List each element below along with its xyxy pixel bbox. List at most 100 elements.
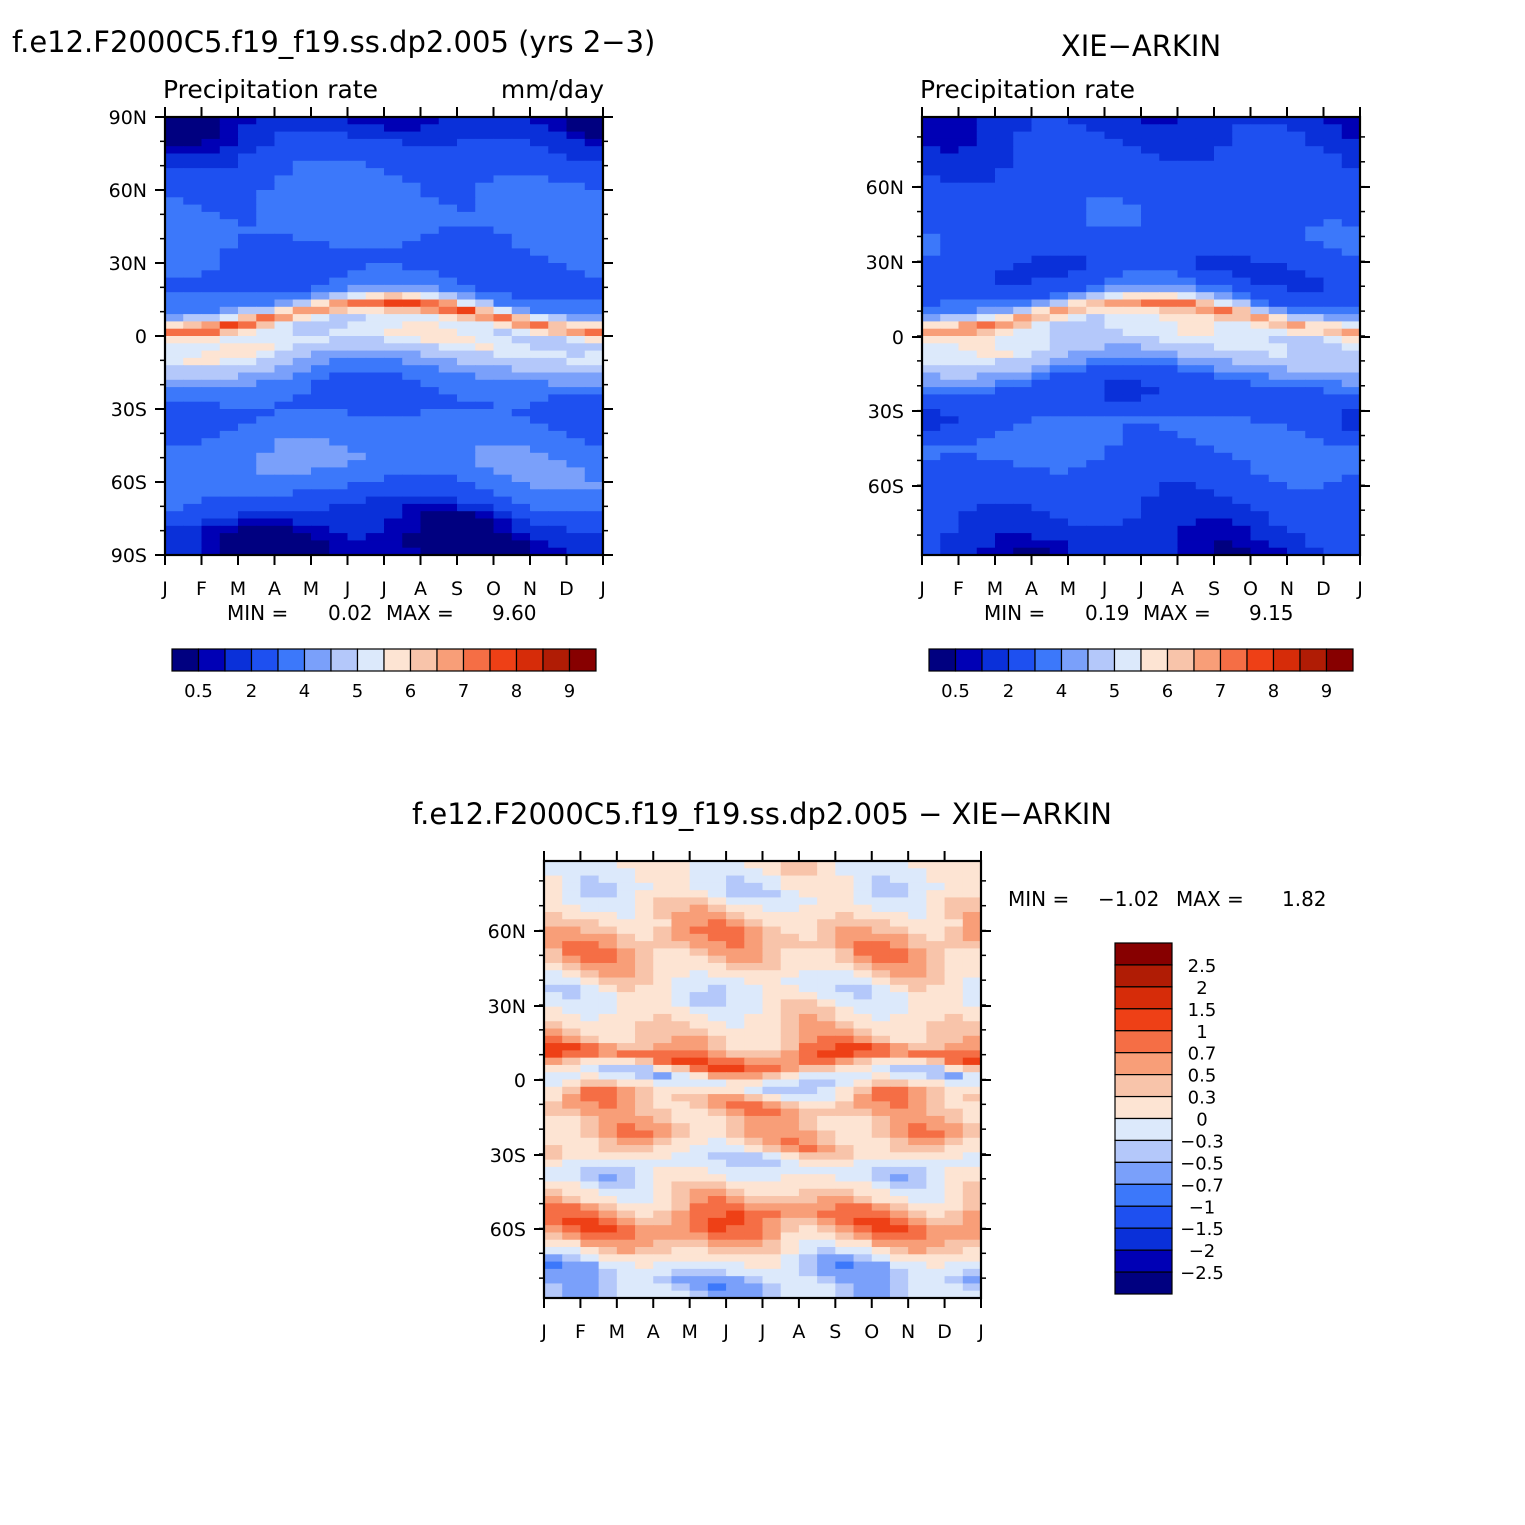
- field-cell: [292, 299, 312, 308]
- field-cell: [1195, 503, 1215, 512]
- field-cell: [402, 124, 422, 133]
- field-cell: [1305, 401, 1325, 410]
- field-cell: [871, 1145, 891, 1153]
- field-cell: [1086, 540, 1106, 549]
- field-cell: [653, 1145, 673, 1153]
- field-cell: [1341, 379, 1361, 388]
- field-cell: [908, 962, 927, 971]
- field-cell: [1122, 146, 1142, 155]
- field-cell: [1287, 197, 1306, 206]
- field-cell: [1177, 270, 1197, 279]
- field-cell: [922, 350, 941, 359]
- field-cell: [780, 1159, 800, 1168]
- field-cell: [1287, 343, 1306, 352]
- field-cell: [1068, 255, 1087, 264]
- field-cell: [384, 401, 403, 410]
- field-cell: [511, 321, 531, 330]
- field-cell: [365, 430, 385, 439]
- field-cell: [530, 394, 549, 403]
- field-cell: [219, 416, 239, 425]
- field-cell: [165, 540, 184, 549]
- field-cell: [219, 299, 239, 308]
- field-cell: [598, 1159, 618, 1168]
- field-cell: [1031, 248, 1051, 257]
- field-cell: [219, 263, 239, 271]
- field-cell: [201, 438, 221, 447]
- field-cell: [274, 336, 294, 344]
- field-cell: [544, 1152, 563, 1161]
- field-cell: [944, 1115, 964, 1124]
- field-cell: [1068, 241, 1087, 249]
- field-cell: [347, 452, 367, 461]
- field-cell: [798, 1254, 818, 1263]
- field-cell: [1104, 153, 1124, 162]
- field-cell: [835, 1050, 855, 1059]
- field-cell: [962, 882, 982, 891]
- colorbar-swatch: [1246, 648, 1275, 672]
- field-cell: [1232, 233, 1252, 242]
- field-cell: [384, 211, 403, 220]
- field-cell: [1159, 241, 1179, 249]
- field-cell: [1323, 365, 1343, 374]
- field-cell: [530, 489, 549, 498]
- field-cell: [653, 1101, 673, 1110]
- field-cell: [584, 175, 604, 184]
- field-cell: [1013, 160, 1033, 169]
- field-cell: [1086, 343, 1106, 352]
- field-cell: [183, 401, 203, 410]
- field-cell: [726, 897, 745, 906]
- field-cell: [183, 292, 203, 301]
- field-cell: [165, 284, 184, 293]
- field-cell: [940, 248, 960, 257]
- field-cell: [580, 1247, 600, 1255]
- field-cell: [566, 314, 586, 322]
- field-cell: [726, 1159, 745, 1168]
- field-cell: [1049, 387, 1069, 395]
- field-cell: [584, 387, 604, 395]
- field-cell: [707, 1123, 727, 1132]
- field-cell: [1141, 430, 1160, 439]
- field-cell: [1141, 328, 1160, 337]
- field-cell: [744, 1086, 764, 1095]
- field-cell: [1232, 299, 1252, 308]
- field-cell: [548, 445, 568, 454]
- field-cell: [402, 321, 422, 330]
- field-cell: [292, 379, 312, 388]
- field-cell: [744, 1254, 764, 1263]
- field-cell: [311, 314, 330, 322]
- field-cell: [311, 306, 330, 315]
- field-cell: [976, 314, 996, 322]
- field-cell: [944, 1254, 964, 1263]
- field-cell: [1195, 168, 1215, 176]
- field-cell: [798, 919, 818, 928]
- field-cell: [311, 233, 330, 242]
- field-cell: [292, 394, 312, 403]
- field-cell: [420, 489, 440, 498]
- field-cell: [780, 1123, 800, 1132]
- field-cell: [584, 511, 604, 520]
- field-cell: [219, 255, 239, 264]
- field-cell: [1268, 117, 1288, 125]
- field-cell: [1104, 270, 1124, 279]
- field-cell: [1104, 503, 1124, 512]
- field-cell: [493, 503, 513, 512]
- field-cell: [1195, 547, 1215, 556]
- field-cell: [762, 941, 782, 949]
- field-cell: [1341, 248, 1361, 257]
- field-cell: [689, 926, 709, 935]
- field-cell: [671, 911, 691, 920]
- field-cell: [995, 204, 1014, 213]
- field-cell: [1287, 292, 1306, 301]
- field-cell: [635, 992, 654, 1000]
- field-cell: [274, 124, 294, 133]
- field-cell: [1287, 365, 1306, 374]
- field-cell: [256, 452, 276, 461]
- field-cell: [707, 919, 727, 928]
- field-cell: [238, 357, 257, 366]
- field-cell: [562, 1188, 582, 1197]
- field-cell: [922, 401, 941, 410]
- field-cell: [201, 299, 221, 308]
- field-cell: [511, 241, 531, 249]
- field-cell: [940, 321, 960, 330]
- field-cell: [457, 255, 476, 264]
